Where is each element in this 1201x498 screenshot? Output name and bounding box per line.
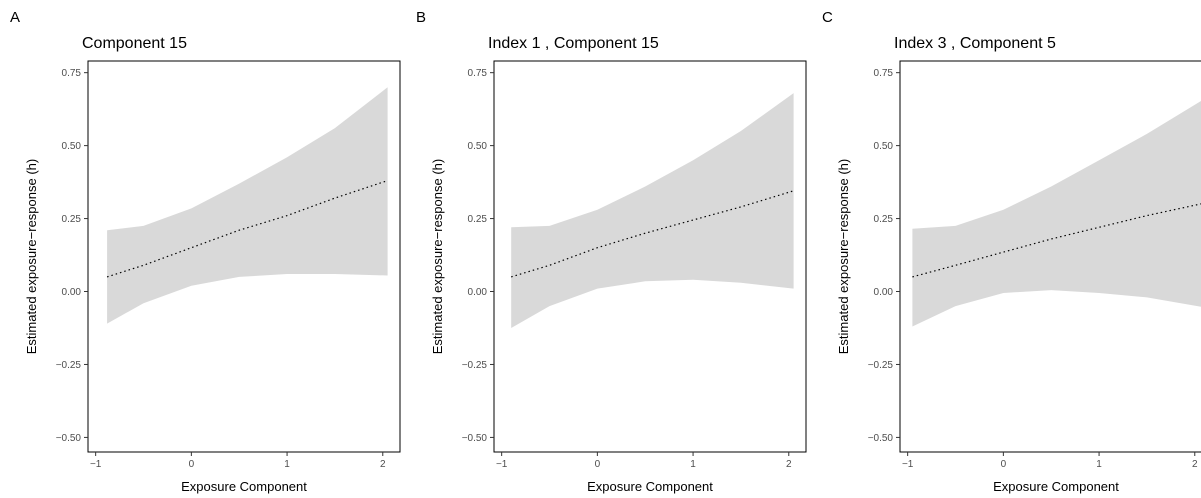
y-tick-label: −0.50 bbox=[868, 433, 894, 444]
y-tick-label: 0.75 bbox=[62, 68, 82, 79]
y-tick-label: 0.50 bbox=[62, 141, 82, 152]
y-tick-label: 0.00 bbox=[874, 287, 894, 298]
y-axis-label: Estimated exposure−response (h) bbox=[836, 159, 851, 354]
x-tick-label: 1 bbox=[284, 459, 290, 470]
y-tick-label: −0.25 bbox=[462, 360, 488, 371]
x-axis-label: Exposure Component bbox=[181, 479, 307, 494]
y-axis-label: Estimated exposure−response (h) bbox=[24, 159, 39, 354]
y-tick-label: 0.50 bbox=[468, 141, 488, 152]
y-tick-label: 0.00 bbox=[62, 287, 82, 298]
y-tick-label: 0.50 bbox=[874, 141, 894, 152]
confidence-band bbox=[511, 93, 794, 328]
y-tick-label: −0.25 bbox=[56, 360, 82, 371]
plot-frame bbox=[493, 60, 807, 453]
x-tick-label: 2 bbox=[1192, 459, 1198, 470]
y-tick-label: 0.25 bbox=[874, 214, 894, 225]
x-axis-label: Exposure Component bbox=[993, 479, 1119, 494]
confidence-band bbox=[912, 100, 1201, 327]
y-tick-label: −0.25 bbox=[868, 360, 894, 371]
x-tick-label: −1 bbox=[902, 459, 914, 470]
x-tick-label: 1 bbox=[1096, 459, 1102, 470]
y-axis-label: Estimated exposure−response (h) bbox=[430, 159, 445, 354]
y-tick-label: 0.75 bbox=[874, 68, 894, 79]
x-tick-label: 2 bbox=[786, 459, 792, 470]
x-tick-label: 0 bbox=[1001, 459, 1007, 470]
confidence-band bbox=[107, 87, 388, 324]
y-tick-label: −0.50 bbox=[462, 433, 488, 444]
x-tick-label: 0 bbox=[189, 459, 195, 470]
y-tick-label: 0.75 bbox=[468, 68, 488, 79]
panel-title: Index 1 , Component 15 bbox=[488, 35, 659, 52]
y-tick-label: −0.50 bbox=[56, 433, 82, 444]
estimate-line bbox=[106, 180, 388, 278]
y-tick-label: 0.25 bbox=[468, 214, 488, 225]
y-tick-label: 0.00 bbox=[468, 287, 488, 298]
x-axis-label: Exposure Component bbox=[587, 479, 713, 494]
panel-letter-b: B bbox=[416, 9, 426, 26]
x-tick-label: 2 bbox=[380, 459, 386, 470]
x-tick-label: 0 bbox=[595, 459, 601, 470]
panel-title: Index 3 , Component 5 bbox=[894, 35, 1056, 52]
panel-title: Component 15 bbox=[82, 35, 187, 52]
x-tick-label: 1 bbox=[690, 459, 696, 470]
plot-frame bbox=[87, 60, 401, 453]
x-tick-label: −1 bbox=[90, 459, 102, 470]
plot-frame bbox=[899, 60, 1201, 453]
x-tick-label: −1 bbox=[496, 459, 508, 470]
panel-letter-c: C bbox=[822, 9, 833, 26]
y-tick-label: 0.25 bbox=[62, 214, 82, 225]
panel-letter-a: A bbox=[10, 9, 20, 26]
